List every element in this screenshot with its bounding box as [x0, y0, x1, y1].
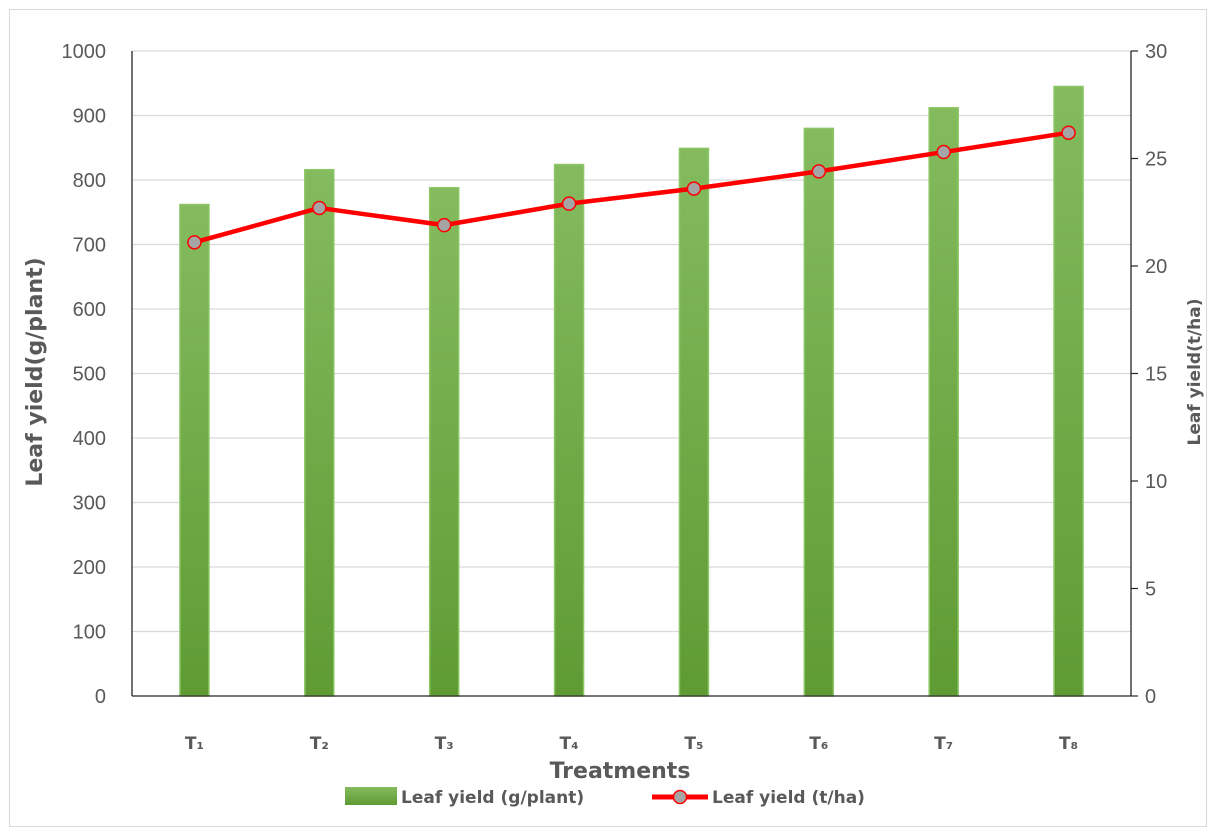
- right-axis-ticks: 0 5 10 15 20 25 30: [1131, 41, 1167, 708]
- y-tick-label: 900: [73, 106, 106, 128]
- legend-line-label: Leaf yield (t/ha): [712, 788, 865, 808]
- line-point: [187, 235, 202, 250]
- left-axis-ticks: 0 100 200 300 400 500 600 700 800 900 1000: [62, 41, 107, 708]
- line-point: [811, 164, 827, 179]
- y-tick-label: 600: [73, 299, 106, 321]
- x-tick-label: T₂: [310, 734, 329, 754]
- y2-axis-title: Leaf yield(t/ha): [1185, 298, 1205, 445]
- bar: [928, 107, 959, 697]
- x-tick-label: T₇: [934, 734, 953, 754]
- legend-bar-swatch: [345, 787, 397, 805]
- bar: [428, 186, 460, 697]
- x-tick-label: T₃: [435, 734, 454, 754]
- series-line: [193, 130, 1069, 245]
- bar: [803, 127, 835, 697]
- x-tick-label: T₄: [560, 734, 579, 754]
- bar: [1053, 85, 1084, 697]
- category-labels: T₁ T₂ T₃ T₄ T₅ T₆ T₇ T₈: [185, 734, 1078, 754]
- y-axis-title: Leaf yield(g/plant): [23, 257, 48, 486]
- y2-tick-label: 20: [1145, 256, 1167, 278]
- gridlines: [132, 50, 1131, 633]
- y2-tick-label: 5: [1145, 579, 1156, 601]
- y-tick-label: 300: [73, 493, 106, 515]
- y-tick-label: 500: [73, 364, 106, 386]
- bar: [179, 203, 210, 697]
- line-series: [187, 125, 1076, 250]
- line-point: [936, 144, 951, 160]
- y-tick-label: 400: [73, 428, 106, 450]
- y2-tick-label: 10: [1145, 471, 1167, 493]
- x-tick-label: T₁: [185, 734, 204, 754]
- legend-line-marker: [672, 789, 688, 805]
- line-point: [436, 217, 452, 233]
- y2-tick-label: 30: [1145, 41, 1167, 63]
- line-point: [1061, 125, 1076, 140]
- y2-tick-label: 0: [1145, 686, 1156, 708]
- legend: Leaf yield (g/plant) Leaf yield (t/ha): [345, 787, 865, 808]
- line-point: [312, 200, 327, 216]
- line-point: [686, 181, 702, 196]
- bar: [678, 147, 710, 697]
- y2-tick-label: 15: [1145, 364, 1167, 386]
- legend-bar-label: Leaf yield (g/plant): [401, 788, 584, 808]
- bar: [553, 163, 585, 697]
- bar: [304, 168, 335, 697]
- y-tick-label: 800: [73, 170, 106, 192]
- y2-tick-label: 25: [1145, 149, 1167, 171]
- y-tick-label: 100: [73, 622, 106, 644]
- bar-series: [179, 85, 1084, 697]
- line-point: [561, 196, 577, 211]
- x-axis-title: Treatments: [550, 759, 691, 784]
- x-tick-label: T₆: [809, 734, 828, 754]
- y-tick-label: 200: [73, 557, 106, 579]
- x-tick-label: T₅: [684, 734, 703, 754]
- x-tick-label: T₈: [1059, 734, 1078, 754]
- y-tick-label: 0: [95, 686, 106, 708]
- y-tick-label: 1000: [62, 41, 107, 63]
- y-tick-label: 700: [73, 235, 106, 257]
